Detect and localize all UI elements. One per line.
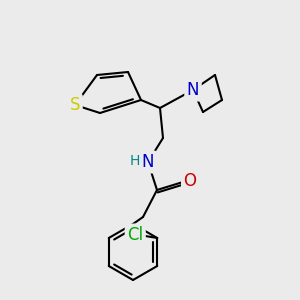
Text: S: S <box>70 96 80 114</box>
Text: O: O <box>184 172 196 190</box>
Text: N: N <box>187 81 199 99</box>
Text: H: H <box>130 154 140 168</box>
Text: Cl: Cl <box>127 226 143 244</box>
Text: N: N <box>142 153 154 171</box>
